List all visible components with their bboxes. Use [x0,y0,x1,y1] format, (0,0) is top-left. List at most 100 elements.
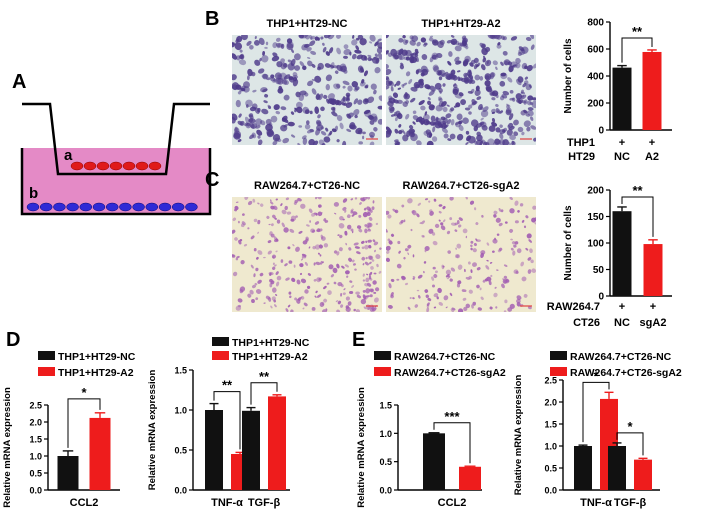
cell-dot [254,35,257,40]
cell-dot [410,52,415,57]
cell-dot [394,210,397,213]
cell-dot [370,266,374,270]
cell-dot [297,197,302,202]
cell-dot [344,264,349,268]
cell-dot [510,247,514,251]
cell-dot [234,126,238,132]
cell-dot [342,292,346,296]
cell-dot [232,42,236,45]
cell-dot [501,35,505,40]
bar [423,433,445,490]
cell-dot [288,260,293,264]
cell-dot [450,107,455,112]
upper-cell [70,161,84,171]
cell-dot [262,88,268,93]
cell-dot [438,219,441,222]
cell-dot [367,56,372,62]
cell-dot [296,279,301,285]
cell-dot [270,305,273,309]
legend-label-nc: THP1+HT29-NC [58,351,136,363]
cell-dot [517,76,524,83]
cell-dot [427,297,432,302]
cell-dot [239,54,244,60]
cell-dot [263,302,266,305]
cell-dot [432,284,435,288]
cell-dot [301,35,309,39]
cell-dot [457,280,462,285]
cell-dot [433,198,437,202]
cell-dot [353,242,359,246]
cell-dot [267,250,272,255]
cell-dot [489,262,493,264]
cell-dot [409,35,414,40]
cell-dot [521,131,525,136]
cell-dot [324,63,331,68]
significance-bracket [213,391,241,450]
cell-dot [470,269,473,273]
cell-dot [287,246,291,250]
cell-dot [403,257,406,260]
cell-dot [280,43,285,49]
cell-dot [366,273,369,276]
cell-dot [476,239,481,243]
cell-dot [509,89,514,94]
cell-dot [502,90,510,96]
cell-dot [438,96,442,101]
cell-dot [368,244,372,249]
cell-dot [371,259,375,262]
cell-dot [351,214,355,217]
cell-dot [402,101,408,107]
cell-dot [327,290,332,295]
cell-dot [449,217,453,221]
legend-swatch-nc [550,351,567,360]
cell-dot [422,235,425,238]
cell-dot [373,241,379,246]
cell-dot [343,69,348,74]
cell-dot [344,209,347,213]
cell-dot [525,215,529,219]
cell-dot [272,134,281,142]
cell-dot [261,108,269,115]
legend-swatch-nc [374,351,391,360]
cell-dot [342,85,346,89]
cell-dot [275,238,279,242]
cell-dot [237,139,242,143]
cell-dot [302,65,307,71]
cell-dot [340,304,344,308]
cell-dot [364,84,369,89]
cell-dot [409,55,415,64]
cell-dot [531,268,536,273]
cell-dot [516,248,522,254]
cell-dot [373,297,379,303]
cell-dot [364,224,368,227]
cell-dot [435,116,439,122]
cell-dot [442,265,445,268]
cell-dot [434,82,442,90]
cell-dot [341,265,345,269]
bar [268,396,286,490]
cell-dot [386,35,390,39]
cell-dot [369,41,373,44]
condition-plus: + [619,301,625,313]
cell-dot [446,39,452,44]
cell-dot [520,89,524,94]
cell-dot [316,277,321,283]
cell-dot [360,298,367,305]
cell-dot [427,97,431,101]
cell-dot [271,287,277,293]
cell-dot [273,299,277,303]
cell-dot [449,133,456,140]
chart-d2: 0.0 0.5 1.0 1.5 Relative mRNA expression TNF-… [147,366,290,509]
lower-cell [171,202,185,212]
cell-dot [450,308,454,312]
cell-dot [413,51,418,56]
cell-dot [493,141,500,145]
cell-dot [399,64,405,70]
cell-dot [303,43,310,48]
cell-dot [457,76,461,81]
cell-dot [247,200,253,206]
cell-dot [352,35,355,39]
cell-dot [354,86,360,91]
cell-dot [348,112,354,118]
cell-dot [363,207,367,211]
